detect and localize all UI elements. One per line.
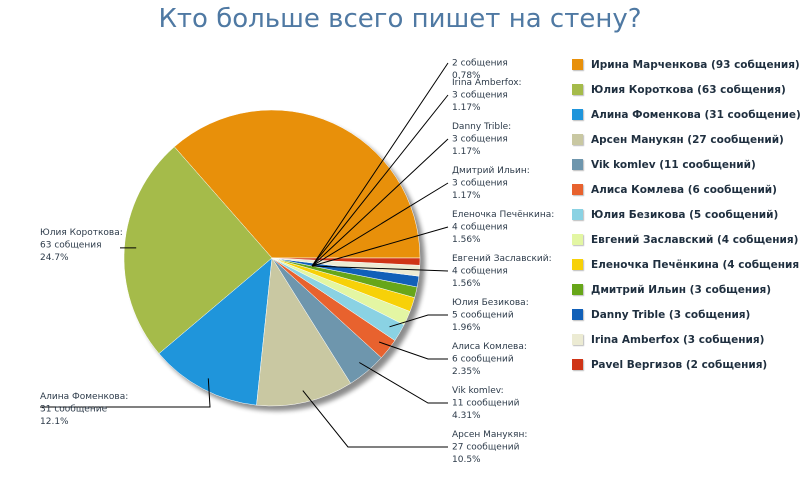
data-label: Юлия Короткова: 63 собщения 24.7%	[40, 228, 123, 263]
chart-legend: Ирина Марченкова (93 собщения) Юлия Корот…	[572, 52, 800, 377]
legend-label: Danny Trible (3 собщения)	[591, 308, 751, 321]
legend-item[interactable]: Юлия Безикова (5 сообщений)	[572, 202, 800, 227]
leader-line	[311, 265, 449, 272]
pie-slice[interactable]	[158, 257, 273, 406]
legend-item[interactable]: Vik komlev (11 сообщений)	[572, 152, 800, 177]
legend-item[interactable]: Алиса Комлева (6 сообщений)	[572, 177, 800, 202]
legend-item[interactable]: Дмитрий Ильин (3 собщения)	[572, 277, 800, 302]
data-label: Арсен Манукян: 27 сообщений 10.5%	[452, 430, 527, 465]
legend-swatch	[572, 359, 583, 370]
data-label: 2 собщения 0.78%	[452, 59, 508, 82]
legend-item[interactable]: Еленочка Печёнкина (4 собщения)	[572, 252, 800, 277]
legend-item[interactable]: Юлия Короткова (63 собщения)	[572, 77, 800, 102]
legend-label: Vik komlev (11 сообщений)	[591, 158, 756, 171]
legend-item[interactable]: Irina Amberfox (3 собщения)	[572, 327, 800, 352]
leader-line	[311, 94, 449, 267]
leader-line	[389, 314, 448, 328]
legend-swatch	[572, 184, 583, 195]
data-label: Алиса Комлева: 6 сообщений 2.35%	[452, 342, 527, 377]
data-label: Дмитрий Ильин: 3 собщения 1.17%	[452, 166, 530, 201]
legend-swatch	[572, 134, 583, 145]
legend-swatch	[572, 84, 583, 95]
legend-swatch	[572, 209, 583, 220]
legend-swatch	[572, 159, 583, 170]
legend-swatch	[572, 109, 583, 120]
legend-swatch	[572, 284, 583, 295]
legend-label: Юлия Короткова (63 собщения)	[591, 83, 786, 96]
pie-slice[interactable]	[173, 109, 421, 259]
leader-line	[311, 62, 449, 267]
legend-label: Алина Фоменкова (31 сообщение)	[591, 108, 800, 121]
legend-label: Евгений Заславский (4 собщения)	[591, 233, 799, 246]
leader-line	[311, 182, 449, 267]
chart-title: Кто больше всего пишет на стену?	[158, 4, 642, 34]
legend-swatch	[572, 334, 583, 345]
pie-slice[interactable]	[271, 257, 421, 266]
legend-item[interactable]: Алина Фоменкова (31 сообщение)	[572, 102, 800, 127]
leader-line	[302, 390, 448, 448]
leader-line	[359, 362, 448, 404]
legend-swatch	[572, 259, 583, 270]
data-label: Еленочка Печёнкина: 4 собщения 1.56%	[452, 210, 554, 245]
legend-label: Дмитрий Ильин (3 собщения)	[591, 283, 772, 296]
leader-line	[311, 226, 449, 267]
legend-item[interactable]: Евгений Заславский (4 собщения)	[572, 227, 800, 252]
pie-slice[interactable]	[256, 257, 352, 407]
data-label: Danny Trible: 3 собщения 1.17%	[452, 122, 511, 157]
legend-item[interactable]: Danny Trible (3 собщения)	[572, 302, 800, 327]
leader-line	[378, 341, 448, 360]
legend-label: Юлия Безикова (5 сообщений)	[591, 208, 779, 221]
data-label: Irina Amberfox: 3 собщения 1.17%	[452, 78, 522, 113]
legend-label: Арсен Манукян (27 сообщений)	[591, 133, 784, 146]
legend-swatch	[572, 309, 583, 320]
data-label: Vik komlev: 11 сообщений 4.31%	[452, 386, 520, 421]
legend-swatch	[572, 234, 583, 245]
legend-label: Pavel Вергизов (2 собщения)	[591, 358, 768, 371]
legend-swatch	[572, 59, 583, 70]
legend-label: Ирина Марченкова (93 собщения)	[591, 58, 800, 71]
data-label: Алина Фоменкова: 31 сообщение 12.1%	[40, 392, 128, 427]
leader-line	[311, 138, 449, 267]
legend-label: Еленочка Печёнкина (4 собщения)	[591, 258, 800, 271]
legend-label: Irina Amberfox (3 собщения)	[591, 333, 765, 346]
leader-line	[40, 378, 211, 408]
data-label: Юлия Безикова: 5 сообщений 1.96%	[452, 298, 529, 333]
legend-label: Алиса Комлева (6 сообщений)	[591, 183, 777, 196]
legend-item[interactable]: Pavel Вергизов (2 собщения)	[572, 352, 800, 377]
data-label: Евгений Заславский: 4 собщения 1.56%	[452, 254, 552, 289]
legend-item[interactable]: Арсен Манукян (27 сообщений)	[572, 127, 800, 152]
legend-item[interactable]: Ирина Марченкова (93 собщения)	[572, 52, 800, 77]
pie-slice[interactable]	[123, 146, 273, 354]
